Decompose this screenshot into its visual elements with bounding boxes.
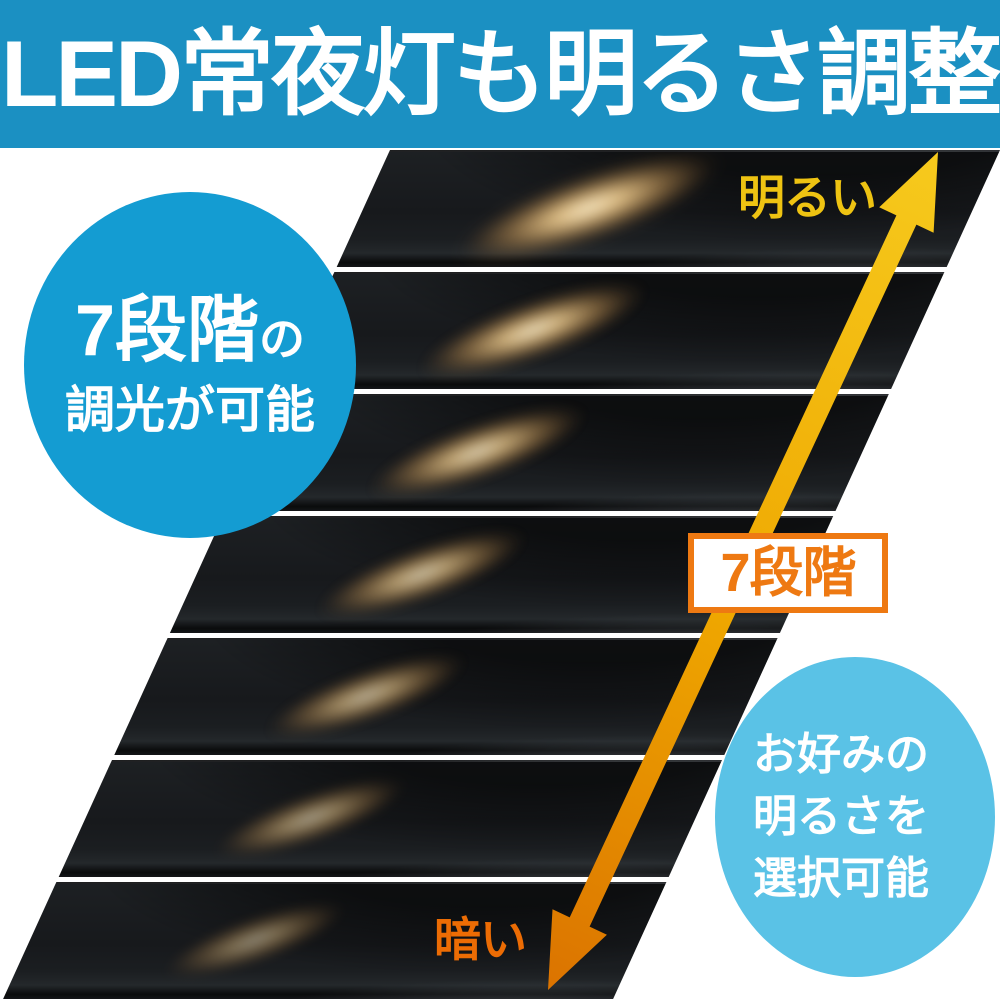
- badge-line-1-suffix: の: [259, 313, 306, 365]
- badge-text-block: お好みの 明るさを 選択可能: [753, 724, 929, 910]
- brightness-choice-badge: お好みの 明るさを 選択可能: [715, 657, 995, 977]
- dimming-levels-badge: 7段階の 調光が可能: [24, 192, 356, 538]
- badge-line-1: お好みの: [753, 730, 929, 779]
- badge-line-2: 調光が可能: [65, 382, 315, 438]
- dark-label: 暗い: [434, 913, 527, 966]
- badge-line-2: 明るさを: [753, 792, 929, 841]
- bright-label: 明るい: [738, 171, 877, 224]
- page-title: LED常夜灯も明るさ調整: [0, 21, 1000, 126]
- title-banner: LED常夜灯も明るさ調整: [0, 0, 1000, 148]
- badge-line-1: 7段階の: [75, 295, 305, 367]
- badge-line-3: 選択可能: [753, 854, 929, 903]
- badge-line-1-main: 7段階: [74, 291, 260, 371]
- level-count-box: 7段階: [688, 533, 888, 613]
- level-count-label: 7段階: [720, 543, 856, 603]
